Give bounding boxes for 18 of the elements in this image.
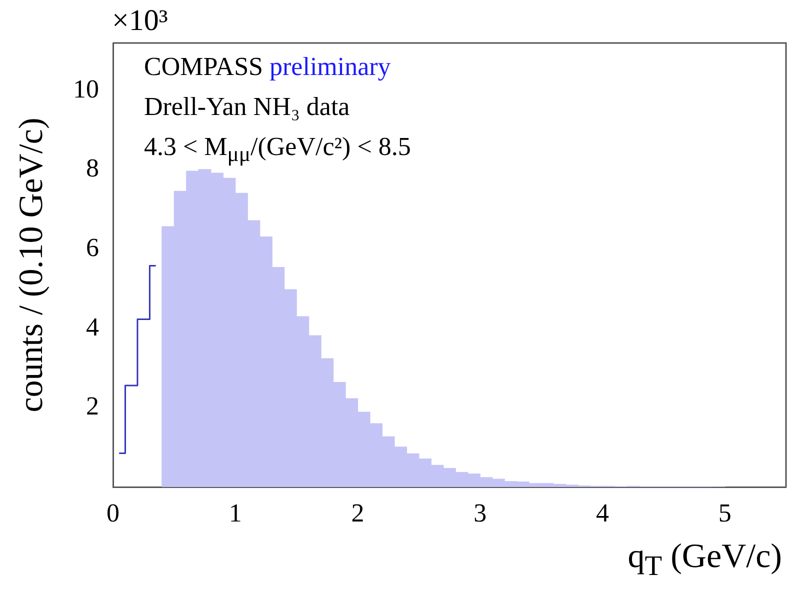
- annotation: COMPASS: [144, 52, 264, 81]
- annotation: 4.3 < M$_{μμ}$/(GeV/c²) < 8.5: [144, 132, 411, 166]
- x-tick-label: 0: [106, 498, 120, 528]
- x-tick-label: 5: [718, 498, 732, 528]
- y-axis-title: counts / (0.10 GeV/c): [13, 118, 50, 412]
- x-axis-title: q$_{T}$ (GeV/c): [628, 538, 782, 582]
- x-tick-label: 1: [228, 498, 242, 528]
- y-tick-label: 10: [73, 74, 99, 104]
- y-tick-label: 2: [86, 392, 99, 421]
- x-tick-label: 2: [351, 498, 364, 528]
- x-tick-label: 3: [474, 498, 487, 528]
- y-tick-label: 8: [86, 154, 99, 183]
- y-tick-label: 4: [86, 312, 99, 342]
- text: ×10³: [112, 4, 168, 37]
- annotation: preliminary: [268, 52, 391, 81]
- y-tick-label: 6: [86, 232, 99, 262]
- annotation: Drell-Yan NH₃ data: [144, 92, 350, 121]
- x-tick-label: 4: [596, 498, 609, 528]
